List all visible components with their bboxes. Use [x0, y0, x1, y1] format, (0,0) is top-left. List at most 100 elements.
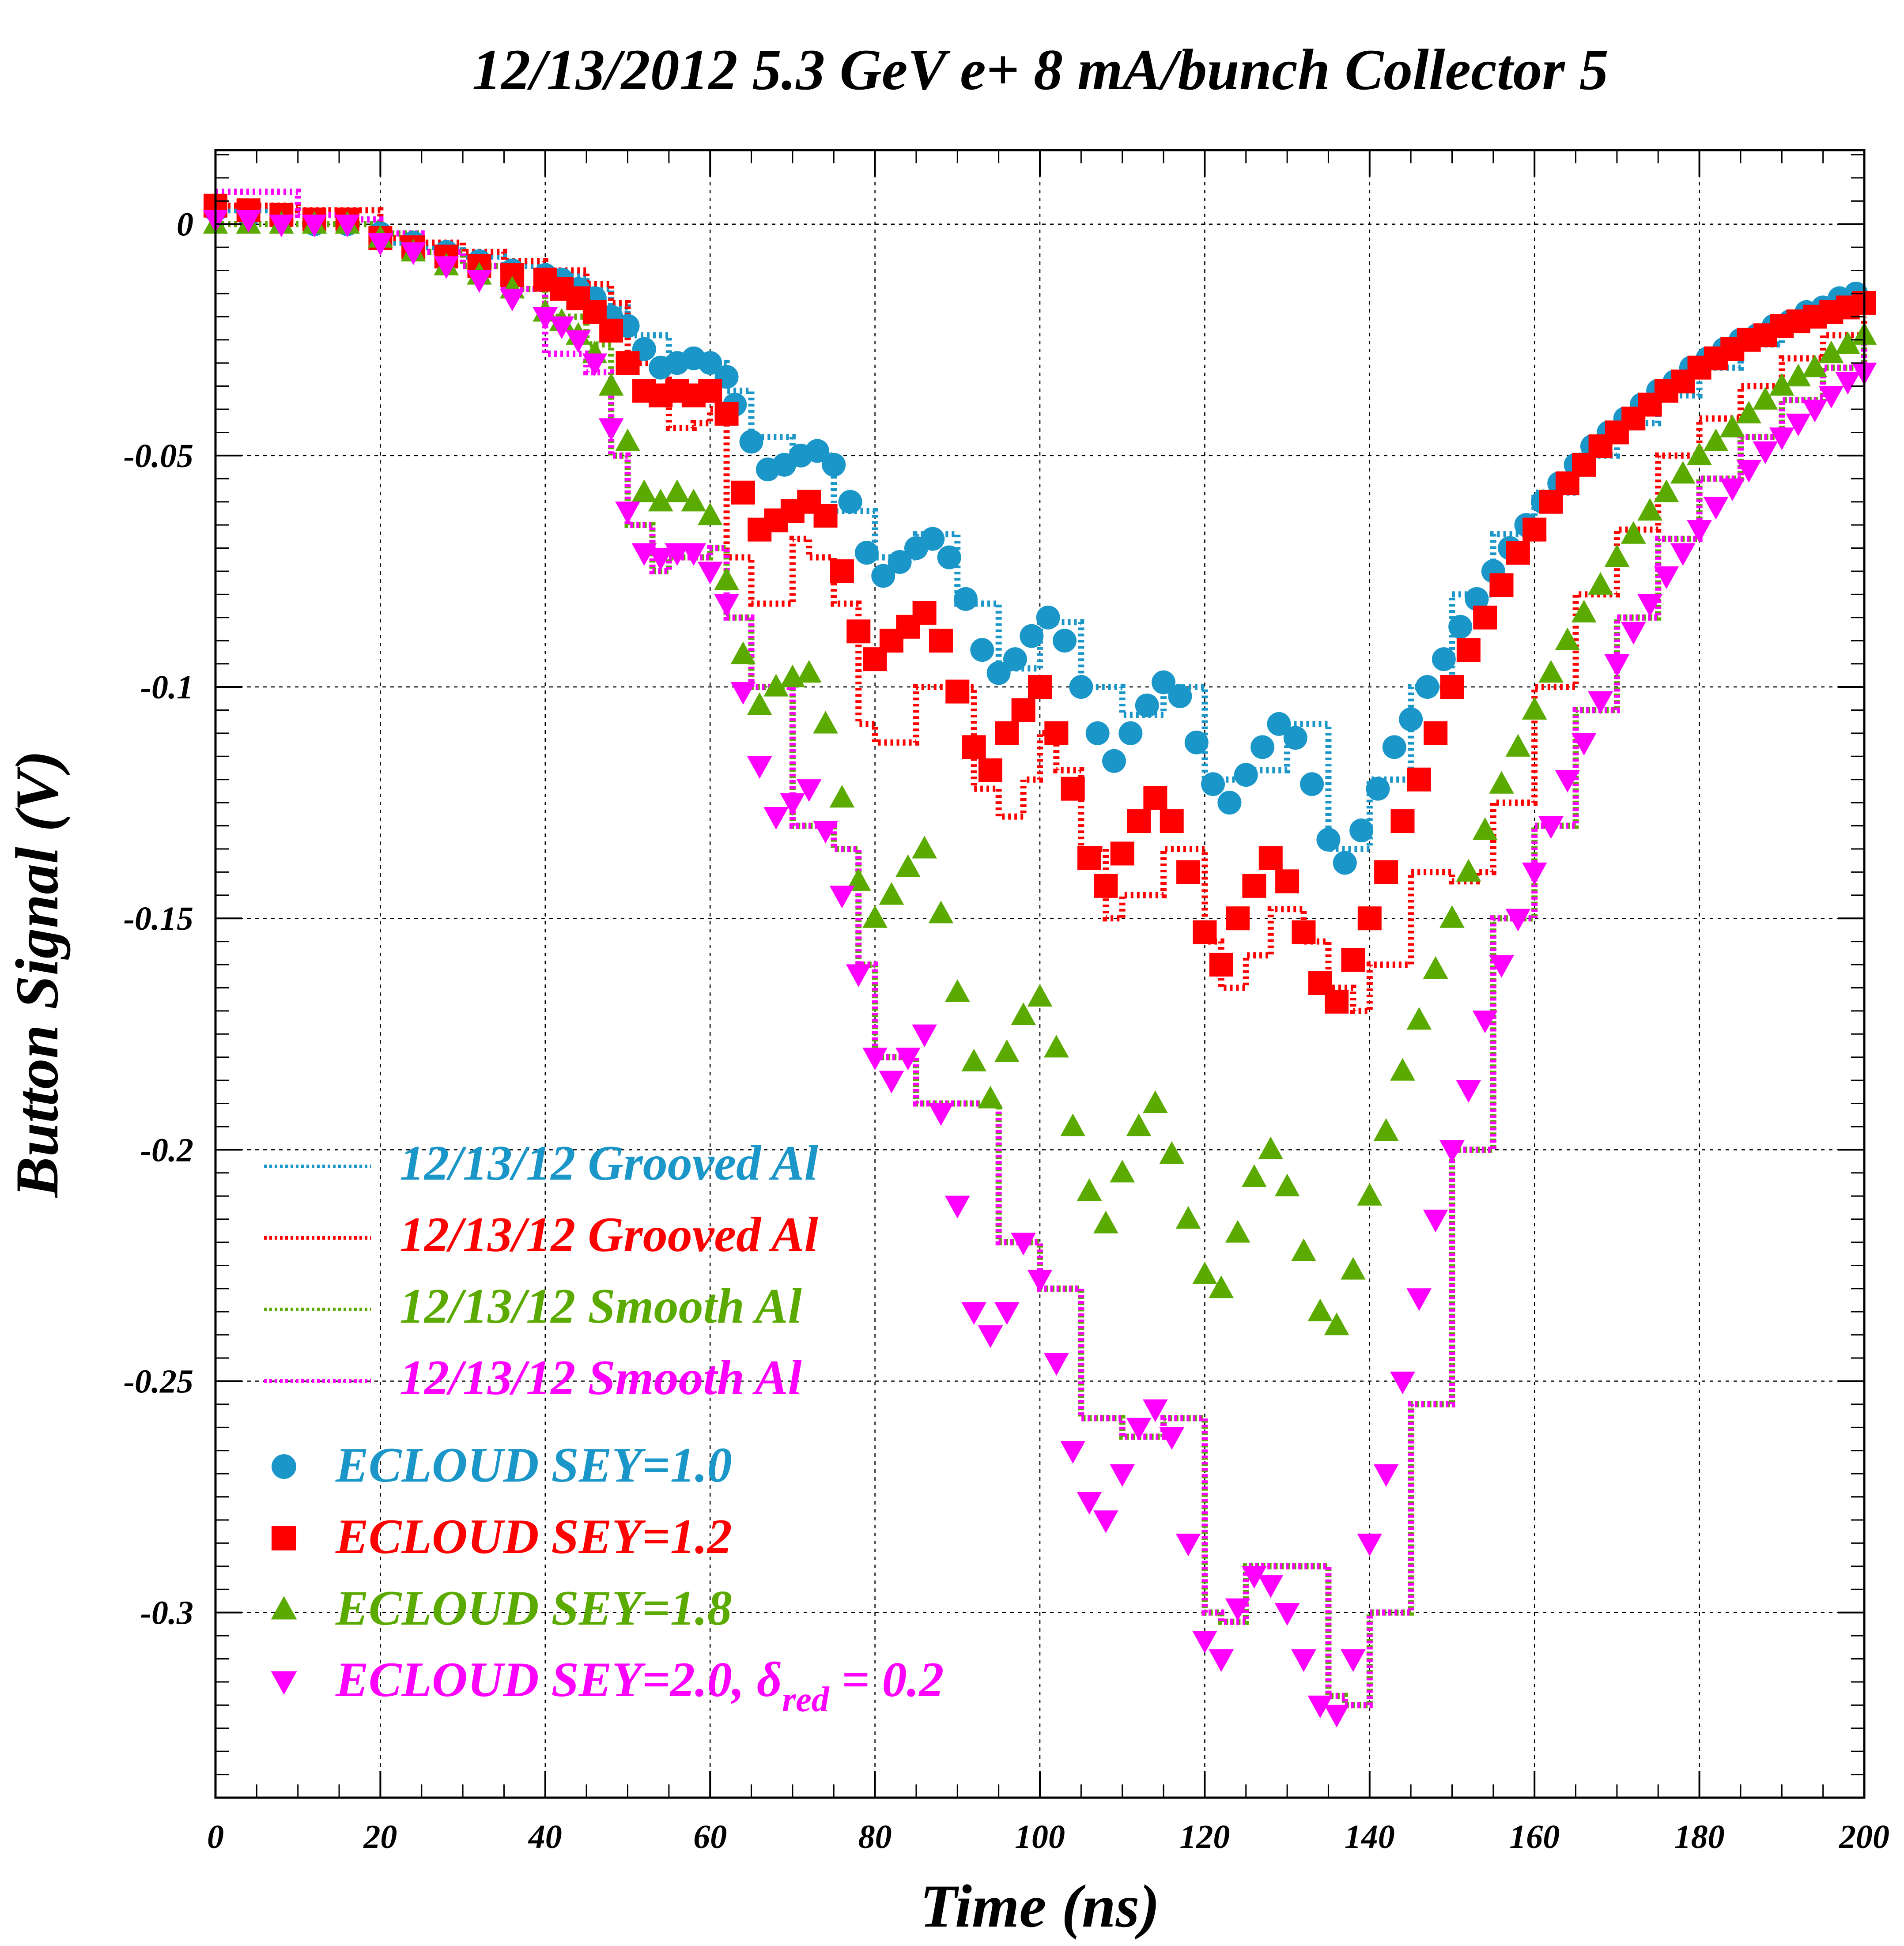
data-point: [1020, 624, 1043, 648]
data-point: [1259, 846, 1283, 870]
data-point: [1415, 675, 1439, 699]
data-point: [1605, 654, 1630, 677]
legend-label-subscript: red: [782, 1680, 830, 1719]
data-point: [1341, 1257, 1366, 1279]
data-point: [1250, 735, 1274, 759]
data-point: [599, 418, 624, 441]
data-point: [1193, 920, 1216, 944]
data-point: [1588, 572, 1613, 595]
data-point: [1012, 698, 1035, 722]
data-point: [1127, 809, 1151, 833]
x-tick-label: 60: [693, 1818, 727, 1855]
data-point: [599, 373, 624, 396]
data-point: [995, 721, 1019, 745]
data-point: [1374, 860, 1398, 884]
data-point: [945, 680, 969, 704]
data-point: [1143, 1090, 1168, 1113]
data-point: [1316, 828, 1340, 852]
data-point: [978, 1325, 1003, 1348]
data-point: [1457, 638, 1481, 662]
legend-label: ECLOUD SEY=1.2: [335, 1509, 732, 1564]
data-point: [747, 756, 772, 779]
data-point: [1448, 615, 1472, 639]
data-point: [978, 758, 1002, 782]
legend-label: ECLOUD SEY=2.0, δred = 0.2: [335, 1652, 944, 1719]
data-point: [1225, 1220, 1250, 1242]
data-point: [1094, 874, 1118, 898]
x-axis-label: Time (ns): [920, 1872, 1160, 1940]
data-point: [1324, 1705, 1349, 1727]
legend-marker-swatch: [272, 1454, 296, 1479]
data-point: [937, 546, 961, 569]
data-point: [1522, 518, 1546, 542]
data-point: [978, 1086, 1003, 1108]
data-point: [1176, 1534, 1201, 1556]
data-point: [1333, 851, 1357, 875]
legend-label: 12/13/12 Grooved Al: [400, 1136, 818, 1191]
data-point: [1406, 1288, 1432, 1311]
data-point: [814, 504, 838, 528]
data-point: [631, 479, 657, 502]
data-point: [1061, 777, 1085, 801]
data-point: [1506, 541, 1530, 565]
data-point: [1357, 1183, 1382, 1205]
data-point: [961, 1302, 986, 1325]
data-point: [715, 402, 739, 426]
data-point: [1168, 684, 1192, 708]
data-point: [962, 735, 986, 759]
data-point: [1209, 1649, 1234, 1672]
data-point: [1406, 1007, 1432, 1030]
data-point: [1473, 606, 1497, 630]
data-point: [1538, 660, 1564, 683]
data-point: [1201, 772, 1225, 796]
legend: 12/13/12 Grooved Al 12/13/12 Grooved Al 12…: [264, 1136, 944, 1719]
data-point: [1077, 846, 1101, 870]
data-point: [1060, 1441, 1085, 1463]
data-point: [945, 979, 970, 1002]
data-point: [1102, 749, 1126, 773]
x-tick-label: 20: [363, 1818, 397, 1855]
data-point: [1456, 859, 1481, 882]
data-point: [1192, 1262, 1217, 1284]
data-point: [1440, 675, 1464, 699]
legend-label-main: ECLOUD SEY=2.0, δ: [335, 1652, 782, 1707]
data-point: [1077, 1178, 1102, 1201]
y-axis-label: Button Signal (V): [3, 750, 71, 1198]
x-tick-label: 140: [1345, 1818, 1395, 1855]
data-point: [1275, 1174, 1300, 1196]
data-point: [1217, 791, 1241, 815]
data-point: [1341, 948, 1365, 972]
x-tick-label: 200: [1839, 1818, 1889, 1855]
data-point: [1374, 1118, 1399, 1141]
data-point: [665, 479, 690, 502]
x-tick-label: 40: [528, 1818, 562, 1855]
data-point: [1456, 1080, 1481, 1102]
data-point: [599, 319, 623, 343]
data-point: [615, 429, 640, 451]
data-point: [961, 1048, 986, 1071]
legend-label: ECLOUD SEY=1.0: [335, 1438, 732, 1493]
x-tick-label: 0: [207, 1818, 224, 1855]
data-point: [1143, 786, 1167, 810]
data-point: [1670, 543, 1696, 566]
data-point: [1028, 984, 1053, 1007]
data-point: [929, 1103, 954, 1126]
data-point: [1110, 1464, 1135, 1487]
data-point: [1390, 809, 1414, 833]
data-point: [929, 629, 953, 652]
data-point: [1111, 841, 1134, 865]
data-point: [945, 1196, 970, 1218]
data-point: [1588, 691, 1613, 714]
data-point: [1044, 721, 1068, 745]
data-point: [740, 430, 763, 453]
data-point: [1522, 863, 1547, 885]
data-point: [1325, 990, 1349, 1014]
data-point: [1044, 1353, 1069, 1376]
data-point: [1028, 1270, 1053, 1292]
data-point: [1135, 694, 1159, 717]
data-point: [1490, 573, 1514, 597]
data-point: [1407, 768, 1431, 792]
data-point: [1439, 905, 1465, 928]
data-point: [1118, 721, 1142, 745]
